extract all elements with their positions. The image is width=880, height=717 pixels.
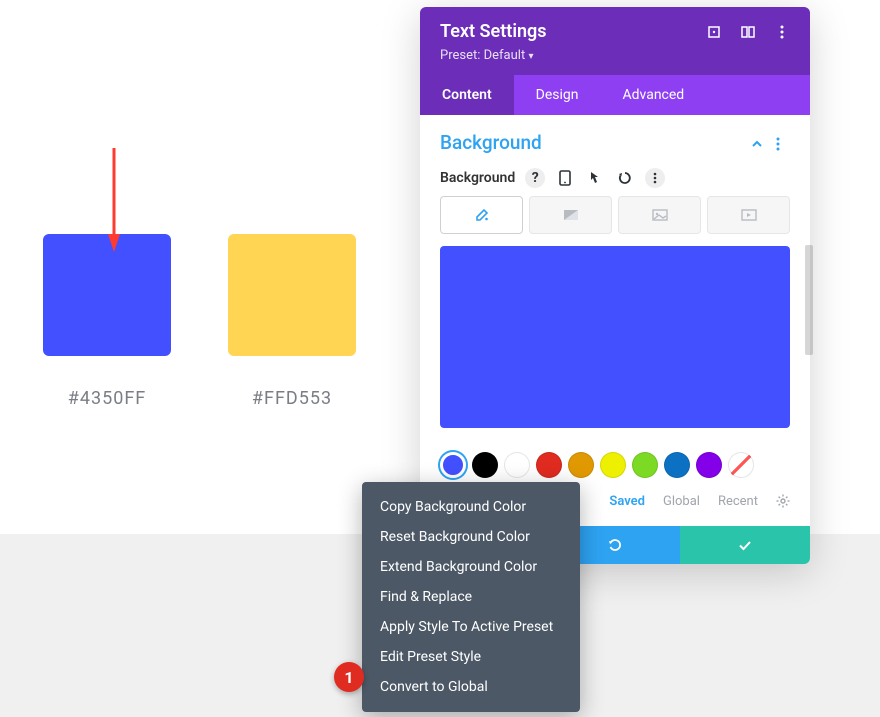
responsive-icon[interactable] <box>555 168 575 188</box>
background-label: Background <box>440 170 515 186</box>
preset-dropdown[interactable]: Preset: Default ▾ <box>440 48 790 63</box>
bg-tab-color[interactable] <box>440 196 523 234</box>
color-swatch-primary[interactable] <box>43 234 171 356</box>
ctx-apply-preset[interactable]: Apply Style To Active Preset <box>362 612 580 642</box>
scrollbar[interactable] <box>805 245 813 355</box>
columns-icon[interactable] <box>740 24 756 40</box>
palette-color-1[interactable] <box>472 452 498 478</box>
field-more-icon[interactable] <box>645 168 665 188</box>
ctx-reset-bg[interactable]: Reset Background Color <box>362 522 580 552</box>
reset-icon[interactable] <box>615 168 635 188</box>
ctx-edit-preset[interactable]: Edit Preset Style <box>362 642 580 672</box>
palette-color-0[interactable] <box>440 452 466 478</box>
panel-tabs: Content Design Advanced <box>420 75 810 115</box>
palette-color-4[interactable] <box>568 452 594 478</box>
subtab-recent[interactable]: Recent <box>718 494 758 512</box>
ctx-extend-bg[interactable]: Extend Background Color <box>362 552 580 582</box>
palette-color-5[interactable] <box>600 452 626 478</box>
color-palette <box>420 452 810 486</box>
background-section: Background Background ? <box>420 115 810 452</box>
save-button[interactable] <box>680 526 810 564</box>
ctx-find-replace[interactable]: Find & Replace <box>362 582 580 612</box>
subtab-global[interactable]: Global <box>663 494 700 512</box>
expand-icon[interactable] <box>706 24 722 40</box>
palette-color-2[interactable] <box>504 452 530 478</box>
color-swatch-secondary[interactable] <box>228 234 356 356</box>
section-title: Background <box>440 131 750 154</box>
annotation-badge-1: 1 <box>334 662 364 692</box>
palette-color-7[interactable] <box>664 452 690 478</box>
panel-header: Text Settings Preset: Default ▾ <box>420 7 810 75</box>
palette-color-8[interactable] <box>696 452 722 478</box>
bg-tab-gradient[interactable] <box>529 196 612 234</box>
background-preview[interactable] <box>440 246 790 428</box>
tab-design[interactable]: Design <box>514 75 601 115</box>
help-icon[interactable]: ? <box>525 168 545 188</box>
hover-icon[interactable] <box>585 168 605 188</box>
swatch-label-secondary: #FFD553 <box>228 388 356 409</box>
section-more-icon[interactable] <box>776 136 790 150</box>
subtab-saved[interactable]: Saved <box>609 494 645 512</box>
tab-content[interactable]: Content <box>420 75 514 115</box>
context-menu: Copy Background Color Reset Background C… <box>362 482 580 712</box>
palette-color-6[interactable] <box>632 452 658 478</box>
bg-tab-image[interactable] <box>618 196 701 234</box>
ctx-copy-bg[interactable]: Copy Background Color <box>362 492 580 522</box>
palette-color-none[interactable] <box>728 452 754 478</box>
ctx-convert-global[interactable]: Convert to Global <box>362 672 580 702</box>
palette-color-3[interactable] <box>536 452 562 478</box>
swatch-label-primary: #4350FF <box>43 388 171 409</box>
annotation-arrow <box>108 148 128 256</box>
more-icon[interactable] <box>774 24 790 40</box>
bg-tab-video[interactable] <box>707 196 790 234</box>
collapse-icon[interactable] <box>750 136 764 150</box>
settings-panel: Text Settings Preset: Default ▾ Content … <box>420 7 810 564</box>
gear-icon[interactable] <box>776 494 790 512</box>
panel-title: Text Settings <box>440 21 688 42</box>
tab-advanced[interactable]: Advanced <box>601 75 707 115</box>
